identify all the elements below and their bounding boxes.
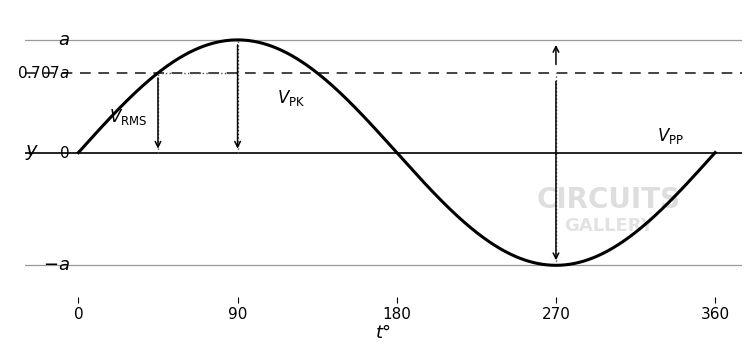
Text: $V_{\mathrm{RMS}}$: $V_{\mathrm{RMS}}$ bbox=[109, 107, 147, 127]
Text: $-a$: $-a$ bbox=[43, 256, 70, 274]
X-axis label: t°: t° bbox=[376, 324, 392, 342]
Text: $0.707a$: $0.707a$ bbox=[16, 65, 70, 81]
Text: $0$: $0$ bbox=[59, 145, 70, 161]
Text: $a$: $a$ bbox=[58, 31, 70, 49]
Text: $V_{\mathrm{PP}}$: $V_{\mathrm{PP}}$ bbox=[658, 126, 685, 146]
Text: $V_{\mathrm{PK}}$: $V_{\mathrm{PK}}$ bbox=[277, 89, 304, 108]
Text: $y$: $y$ bbox=[26, 143, 40, 162]
Text: GALLERY: GALLERY bbox=[564, 217, 654, 235]
Text: CIRCUITS: CIRCUITS bbox=[537, 186, 681, 214]
